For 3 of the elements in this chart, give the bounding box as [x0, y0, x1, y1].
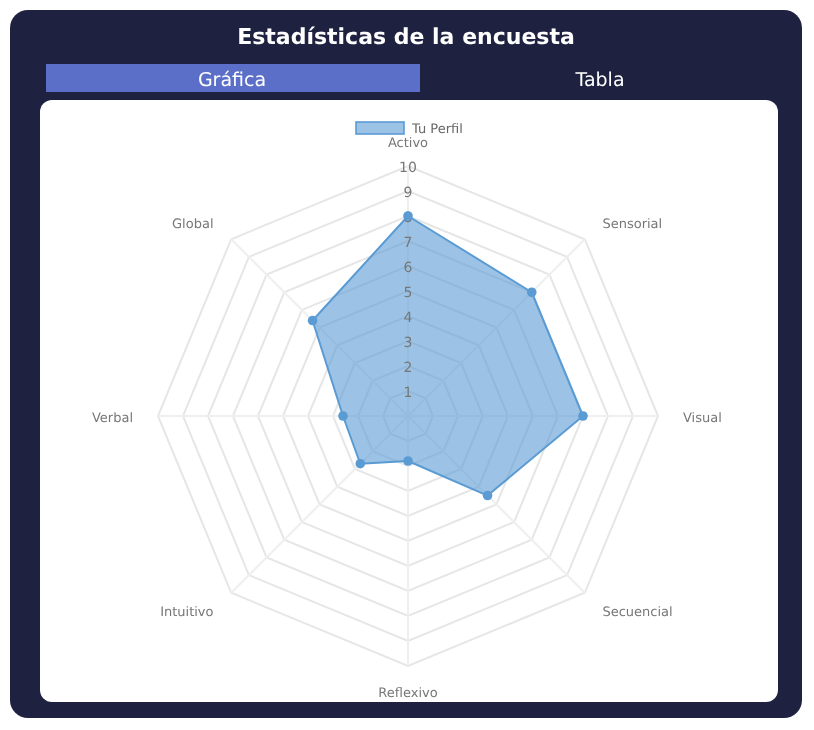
- text: Tabla: [573, 70, 625, 92]
- chart-title: Estadísticas de la encuesta: [237, 24, 575, 50]
- text: Gráfica: [197, 70, 267, 92]
